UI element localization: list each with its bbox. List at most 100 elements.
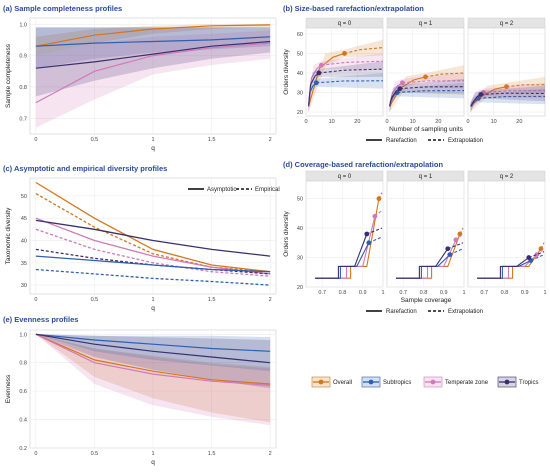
y-tick-label: 0.2 [19, 446, 27, 452]
x-tick-label: 0.8 [420, 290, 428, 296]
y-tick-label: 50 [297, 51, 303, 57]
temperate-reference-point [400, 80, 405, 86]
x-tick-label: 1 [381, 290, 384, 296]
subtropics-ci-band [389, 82, 464, 113]
plot-area [305, 180, 384, 288]
facet: q = 2 0 10 20 [466, 17, 546, 125]
facet-label: q = 0 [338, 174, 352, 180]
overall-ci-band [35, 24, 271, 56]
overall-rarefaction-line [389, 76, 426, 107]
y-tick-label: 50 [297, 197, 303, 203]
y-axis-label: Sample completeness [5, 43, 12, 108]
x-tick-label: 0 [466, 119, 469, 125]
overall-line [35, 333, 271, 385]
x-tick-label: 0.5 [91, 297, 99, 303]
facet: q = 1 0 10 20 [385, 17, 465, 125]
tropics-asymptotic-line [35, 219, 271, 257]
x-tick-label: 0.9 [440, 290, 448, 296]
x-axis-label: Sample coverage [401, 297, 452, 304]
overall-extrapolation-line [506, 84, 546, 88]
x-tick-label: 20 [516, 119, 522, 125]
subtropics-asymptotic-line [35, 255, 271, 273]
x-tick-label: 0.9 [521, 290, 529, 296]
subtropics-extrapolation-line [316, 80, 384, 84]
y-axis-label: Orders diversity [283, 48, 290, 94]
x-tick-label: 0.7 [480, 290, 488, 296]
temperate-ci-band [470, 82, 545, 113]
legend-label: Rarefaction [386, 309, 417, 315]
y-tick-label: 50 [21, 194, 27, 200]
y-tick-label: 0.4 [19, 418, 27, 424]
y-tick-label: 1.0 [19, 332, 27, 338]
plot-area [467, 180, 546, 288]
x-tick-label: 10 [329, 119, 335, 125]
x-tick-label: 0.7 [318, 290, 326, 296]
y-tick-label: 35 [21, 261, 27, 267]
subtropics-ci-band [308, 73, 383, 113]
temperate-line [35, 42, 271, 104]
x-tick-label: 2 [269, 451, 272, 457]
legend-marker [430, 379, 436, 385]
y-tick-label: 0.9 [19, 54, 27, 60]
y-tick-label: 30 [21, 283, 27, 289]
x-tick-label: 0.5 [91, 451, 99, 457]
subtropics-line [35, 36, 271, 47]
panel-e: (e) Evenness profiles 0 0.5 1 1.5 2 0.2 0.4 0.6 0… [3, 315, 277, 466]
legend-label: Overall [333, 380, 352, 386]
facet-label: q = 2 [500, 21, 514, 27]
overall-rarefaction-line [470, 86, 507, 107]
x-tick-label: 1 [543, 290, 546, 296]
facet: q = 0 0.7 0.8 0.9 1 20 30 40 50 [297, 170, 385, 296]
y-tick-label: 1.0 [19, 22, 27, 28]
legend-label: Tropics [519, 380, 538, 386]
panel-title: (c) Asymptotic and empirical diversity p… [3, 164, 167, 173]
tropics-reference-point [364, 231, 370, 237]
facet: q = 1 0.7 0.8 0.9 1 [386, 170, 466, 296]
facet-label: q = 2 [500, 174, 514, 180]
tropics-extrapolation-line [366, 227, 383, 235]
subtropics-ci-band [35, 27, 271, 69]
facet: q = 2 0.7 0.8 0.9 1 [467, 170, 547, 296]
temperate-asymptotic-line [35, 217, 271, 275]
panel-d: (d) Coverage-based rarefaction/extrapola… [283, 160, 547, 315]
overall-ci-band [308, 39, 383, 113]
y-tick-label: 20 [297, 110, 303, 116]
x-tick-label: 0 [385, 119, 388, 125]
facet-label: q = 1 [419, 21, 433, 27]
tropics-extrapolation-line [528, 251, 545, 259]
tropics-reference-point [445, 246, 451, 252]
x-tick-label: 1.5 [208, 297, 216, 303]
x-tick-label: 1 [151, 137, 154, 143]
panel-title: (e) Evenness profiles [3, 315, 78, 324]
x-tick-label: 20 [435, 119, 441, 125]
x-tick-label: 0 [34, 297, 37, 303]
legend-marker [318, 379, 324, 385]
tropics-line [35, 333, 271, 364]
x-tick-label: 2 [269, 137, 272, 143]
overall-empirical-line [35, 193, 271, 273]
y-tick-label: 40 [297, 226, 303, 232]
subtropics-extrapolation-line [368, 236, 383, 244]
y-tick-label: 20 [297, 285, 303, 291]
subtropics-line [35, 333, 271, 352]
tropics-ci-band [470, 85, 545, 113]
overall-reference-point [376, 196, 382, 202]
legend-label: Extrapolation [448, 309, 483, 315]
y-tick-label: 30 [297, 91, 303, 97]
facet-label: q = 1 [419, 174, 433, 180]
panel-a: (a) Sample completeness profiles 0 0.5 1 1.5… [3, 4, 277, 152]
subtropics-reference-point [447, 252, 453, 258]
tropics-rarefaction-line [396, 248, 449, 279]
x-tick-label: 0.9 [359, 290, 367, 296]
overall-ci-band [389, 65, 464, 113]
tropics-ci-band [35, 27, 271, 97]
y-axis-label: Evenness [5, 374, 12, 403]
plot-area [386, 27, 465, 117]
x-tick-label: 0.8 [501, 290, 509, 296]
x-tick-label: 1 [462, 290, 465, 296]
legend-label: Extrapolation [448, 138, 483, 144]
x-tick-label: 1 [151, 451, 154, 457]
subtropics-extrapolation-line [478, 95, 546, 99]
tropics-ci-band [308, 61, 383, 113]
x-axis-label: Number of sampling units [389, 126, 463, 133]
